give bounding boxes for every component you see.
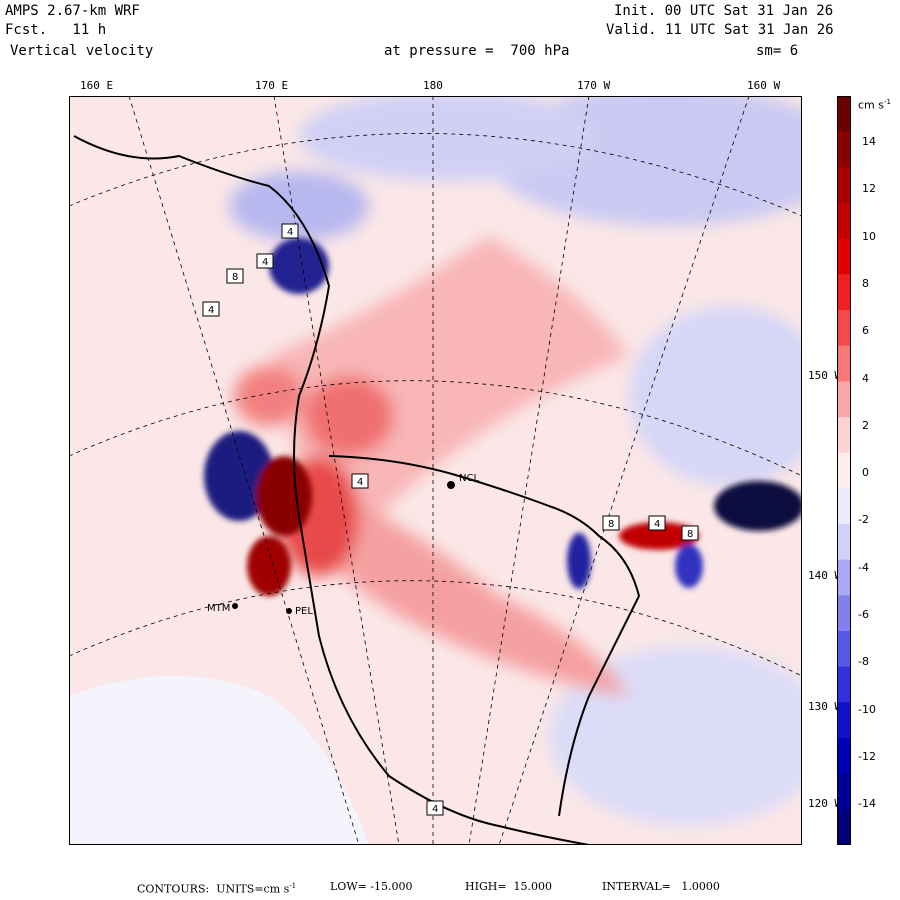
lon-label: 180 bbox=[423, 79, 443, 92]
station-ncl: NCL bbox=[459, 473, 479, 484]
init-time: Init. 00 UTC Sat 31 Jan 26 bbox=[614, 3, 834, 19]
map-frame bbox=[69, 96, 802, 845]
footer-contours: CONTOURS: UNITS=cm s-1 bbox=[137, 882, 297, 896]
lon-label: 160 W bbox=[747, 79, 781, 92]
box-label: 4 bbox=[262, 257, 268, 268]
colorbar-tick-label: 14 bbox=[862, 135, 876, 148]
field-name: Vertical velocity bbox=[10, 43, 154, 59]
colorbar-tick-label: 12 bbox=[862, 182, 876, 196]
box-label: 4 bbox=[432, 804, 438, 815]
colorbar-segment bbox=[837, 559, 851, 596]
footer-low: LOW= -15.000 bbox=[330, 880, 413, 893]
valid-time: Valid. 11 UTC Sat 31 Jan 26 bbox=[606, 22, 834, 38]
colorbar-tick-label: -2 bbox=[858, 513, 869, 527]
colorbar-segment bbox=[837, 274, 851, 311]
footer-high: HIGH= 15.000 bbox=[465, 880, 553, 893]
colorbar-segment bbox=[837, 417, 851, 454]
lon-label: 170 E bbox=[255, 79, 289, 92]
core-regions bbox=[204, 238, 802, 596]
colorbar-tick-label: 6 bbox=[862, 324, 869, 338]
colorbar-tick-label: 2 bbox=[862, 418, 869, 432]
colorbar-segment bbox=[837, 96, 851, 133]
box-label: 8 bbox=[232, 272, 238, 283]
box-label: 8 bbox=[687, 529, 693, 540]
box-label: 8 bbox=[608, 519, 614, 530]
colorbar-segment bbox=[837, 595, 851, 632]
colorbar-segment bbox=[837, 345, 851, 382]
ice-region bbox=[69, 676, 369, 845]
colorbar-segment bbox=[837, 452, 851, 489]
vertical-velocity-map: NCL MTM PEL 4 4 8 4 4 8 8 4 4 bbox=[69, 96, 802, 845]
box-label: 4 bbox=[654, 519, 660, 530]
colorbar-segment bbox=[837, 381, 851, 418]
colorbar bbox=[837, 96, 851, 845]
station-pel: PEL bbox=[295, 606, 313, 617]
model-title: AMPS 2.67-km WRF bbox=[5, 3, 140, 19]
colorbar-segment bbox=[837, 809, 851, 845]
colorbar-tick-label: 10 bbox=[862, 229, 876, 243]
box-label: 4 bbox=[208, 305, 214, 316]
colorbar-tick-label: 8 bbox=[862, 276, 869, 290]
colorbar-segment bbox=[837, 702, 851, 739]
colorbar-segment bbox=[837, 738, 851, 775]
colorbar-tick-label: -12 bbox=[858, 749, 876, 763]
lon-label: 170 W bbox=[577, 79, 611, 92]
colorbar-segment bbox=[837, 203, 851, 240]
red-regions bbox=[234, 236, 629, 696]
colorbar-tick-label: -6 bbox=[858, 608, 869, 621]
colorbar-segment bbox=[837, 238, 851, 275]
colorbar-tick-label: 0 bbox=[862, 466, 869, 480]
colorbar-units: cm s-1 bbox=[858, 98, 891, 112]
colorbar-tick-label: -4 bbox=[858, 560, 869, 574]
graticule bbox=[69, 96, 802, 845]
colorbar-segment bbox=[837, 631, 851, 668]
colorbar-segment bbox=[837, 488, 851, 525]
smoothing-value: sm= 6 bbox=[756, 43, 799, 59]
box-label: 4 bbox=[357, 477, 363, 488]
colorbar-segment bbox=[837, 524, 851, 561]
colorbar-segment bbox=[837, 666, 851, 703]
box-label: 4 bbox=[287, 227, 293, 238]
colorbar-segment bbox=[837, 167, 851, 204]
colorbar-segment bbox=[837, 773, 851, 810]
box-markers: 4 4 8 4 4 8 8 4 4 bbox=[202, 223, 699, 816]
pressure-level: at pressure = 700 hPa bbox=[384, 43, 570, 59]
colorbar-frame bbox=[837, 96, 851, 845]
colorbar-tick-label: -14 bbox=[858, 797, 876, 811]
station-markers bbox=[232, 481, 455, 614]
lon-label: 160 E bbox=[80, 79, 114, 92]
colorbar-tick-label: -8 bbox=[858, 655, 869, 669]
colorbar-segment bbox=[837, 131, 851, 168]
footer-interval: INTERVAL= 1.0000 bbox=[602, 880, 720, 893]
forecast-hour: Fcst. 11 h bbox=[5, 22, 107, 38]
colorbar-tick-label: -10 bbox=[858, 702, 876, 716]
colorbar-segment bbox=[837, 310, 851, 347]
colorbar-tick-label: 4 bbox=[862, 371, 869, 385]
station-mtm: MTM bbox=[207, 603, 230, 614]
